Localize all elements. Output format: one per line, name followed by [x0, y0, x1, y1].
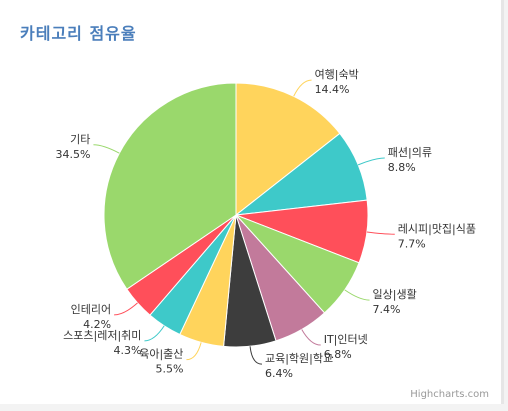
slice-percent-label: 14.4% — [315, 83, 350, 96]
connector-line-7 — [186, 342, 202, 361]
slice-label: IT|인터넷 — [324, 333, 368, 346]
slice-percent-label: 34.5% — [55, 148, 90, 161]
slice-percent-label: 6.8% — [324, 348, 352, 361]
slice-label: 교육|학원|학교 — [265, 352, 333, 365]
slice-label: 육아|출산 — [139, 348, 183, 361]
slice-percent-label: 5.5% — [155, 363, 183, 376]
connector-line-10 — [93, 144, 120, 154]
chart-title: 카테고리 점유율 — [20, 24, 137, 43]
slice-label: 인테리어 — [71, 303, 111, 316]
credits-link[interactable]: Highcharts.com — [410, 389, 489, 400]
connector-line-8 — [144, 325, 165, 342]
slice-label: 일상|생활 — [373, 287, 417, 301]
pie-chart: 여행|숙박 14.4% 패션|의류 8.8% 레시피|맛집|식품 7.7% 일상|생활 7.4… — [55, 68, 476, 380]
slice-label: 여행|숙박 — [315, 68, 359, 81]
slice-percent-label: 6.4% — [265, 367, 293, 380]
slice-percent-label: 4.2% — [83, 318, 111, 331]
slice-label: 레시피|맛집|식품 — [398, 222, 476, 235]
connector-line-1 — [293, 79, 312, 97]
slice-label: 패션|의류 — [388, 146, 432, 159]
pie-slice-1[interactable] — [235, 82, 341, 217]
slice-label: 스포츠|레저|취미 — [63, 329, 141, 342]
slice-percent-label: 7.7% — [398, 237, 426, 250]
connector-line-6 — [249, 346, 263, 365]
connector-line-9 — [114, 302, 138, 316]
slice-label: 기타 — [70, 133, 90, 146]
connector-line-4 — [344, 289, 370, 301]
slice-percent-label: 7.4% — [373, 303, 401, 316]
slice-percent-label: 8.8% — [388, 161, 416, 174]
connector-line-3 — [366, 231, 395, 235]
connector-line-5 — [301, 329, 321, 346]
slice-percent-label: 4.3% — [113, 344, 141, 357]
connector-line-2 — [357, 157, 385, 166]
chart-card: 카테고리 점유율 여행|숙박 14.4% 패션|의류 8.8% 레시피|맛집|식품 7.7… — [0, 0, 504, 404]
